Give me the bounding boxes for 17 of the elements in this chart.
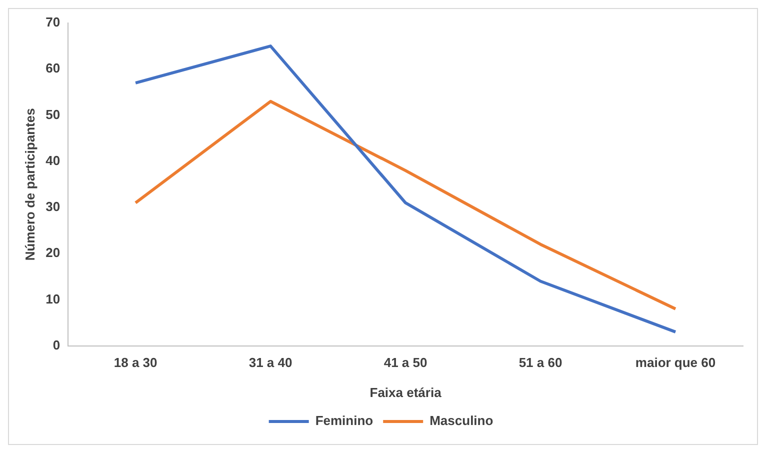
legend-label: Masculino bbox=[430, 413, 494, 428]
x-axis-title: Faixa etária bbox=[370, 384, 442, 400]
x-tick-label: 41 a 50 bbox=[384, 355, 428, 370]
y-tick-label: 50 bbox=[46, 106, 60, 122]
legend-label: Feminino bbox=[315, 413, 374, 428]
y-tick-label: 0 bbox=[52, 337, 60, 352]
x-tick-label: maior que 60 bbox=[635, 355, 716, 370]
y-tick-label: 30 bbox=[46, 199, 60, 214]
y-tick-label: 70 bbox=[46, 14, 60, 30]
y-tick-label: 10 bbox=[46, 291, 60, 306]
y-tick-label: 40 bbox=[46, 152, 60, 168]
x-tick-label: 51 a 60 bbox=[518, 355, 562, 370]
y-tick-label: 60 bbox=[46, 60, 60, 76]
x-tick-label: 31 a 40 bbox=[248, 355, 292, 370]
y-axis-title: Número de participantes bbox=[22, 108, 38, 261]
x-tick-label: 18 a 30 bbox=[114, 355, 158, 370]
y-tick-label: 20 bbox=[46, 245, 60, 260]
